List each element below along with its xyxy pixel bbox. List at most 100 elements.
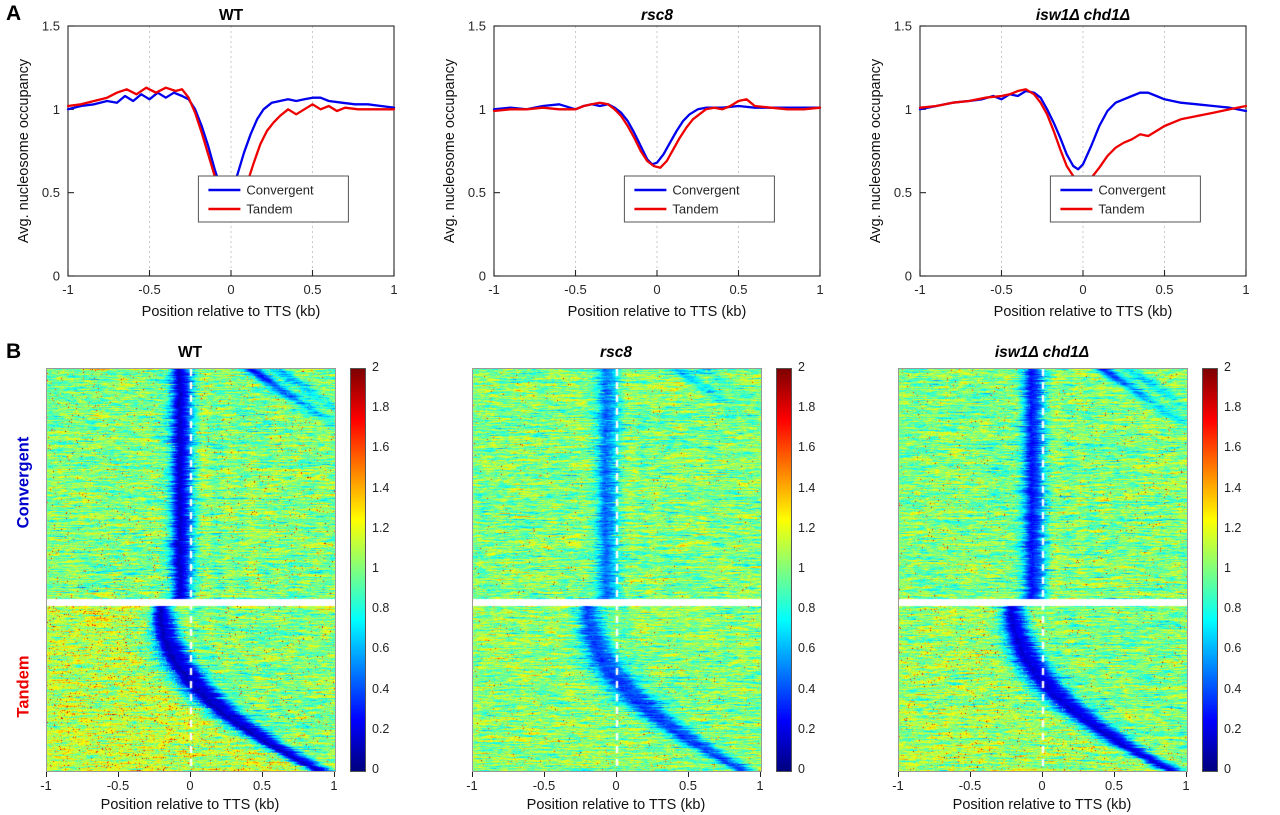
y-tick-label: 0.5 [468,185,486,200]
y-tick-label: 1 [479,102,486,117]
panel-a: A WT -1 -0.5 0 0.5 1 0 0.5 1 1.5 Position relativ… [0,0,1280,338]
x-axis-label: Position relative to TTS (kb) [568,304,747,320]
heatmap-canvas [472,368,762,772]
x-tick-label: -1 [40,778,52,793]
line-chart: -1 -0.5 0 0.5 1 0 0.5 1 1.5 Position relative to … [864,0,1264,335]
x-tick-label: 0 [1038,778,1046,793]
line-chart: -1 -0.5 0 0.5 1 0 0.5 1 1.5 Position relative to … [438,0,838,335]
x-tick-label: -0.5 [564,282,586,297]
y-tick-label: 1.5 [468,19,486,34]
x-tick-label: -1 [892,778,904,793]
y-tick-label: 1.5 [894,19,912,34]
colorbar-tick-label: 1 [372,561,379,575]
series-convergent [492,103,822,166]
x-tick-label: 1 [756,778,764,793]
legend-label: Tandem [672,202,718,217]
y-tick-label: 1 [905,102,912,117]
colorbar-tick-label: 0.8 [372,601,390,616]
line-chart-svg: -1 -0.5 0 0.5 1 0 0.5 1 1.5 Position relative to … [442,19,824,321]
x-axis-label: Position relative to TTS (kb) [100,797,280,813]
line-chart-svg: -1 -0.5 0 0.5 1 0 0.5 1 1.5 Position relative to … [868,19,1250,321]
panel-b: B WT Convergent Tandem -1 -0.5 0 0.5 1 Positi… [0,338,1280,815]
x-tick-label: 0 [186,778,194,793]
x-tick-label: -1 [62,282,74,297]
x-tick-label: 1 [1242,282,1249,297]
x-tick [1185,772,1187,777]
colorbar-canvas [350,368,366,772]
colorbar-tick-label: 0.4 [798,681,816,696]
y-tick-label: 0 [479,269,486,284]
colorbar-tick-label: 2 [798,360,805,374]
x-tick-label: 0.5 [678,778,698,793]
colorbar-tick-label: 1 [1224,561,1231,575]
x-tick [333,772,335,777]
x-tick-label: -1 [488,282,500,297]
line-chart-title: WT [218,7,244,24]
colorbar-tick-label: 0.8 [1224,601,1242,616]
colorbar-tick-label: 1.8 [372,400,390,415]
heatmap-column-isw1-chd1: isw1Δ chd1Δ -1 -0.5 0 0.5 1 Position relative… [852,338,1278,815]
y-axis-label: Avg. nucleosome occupancy [868,58,884,243]
legend-box [197,175,349,223]
line-chart: -1 -0.5 0 0.5 1 0 0.5 1 1.5 Position relative to … [12,0,412,335]
heatmap-title: isw1Δ chd1Δ [994,344,1090,361]
x-tick [543,772,545,777]
x-tick-label: 1 [330,778,338,793]
heatmap-column-rsc8: rsc8 -1 -0.5 0 0.5 1 Position relative to TTS… [426,338,852,815]
colorbar-tick-label: 1.2 [798,520,816,535]
row-label: Tandem [14,655,33,718]
heatmap-title: rsc8 [600,344,632,361]
panel-b-label: B [6,340,22,363]
x-tick [1113,772,1115,777]
x-tick [471,772,473,777]
colorbar-tick-label: 0.6 [1224,641,1242,656]
x-tick-label: 0 [227,282,234,297]
y-axis-label: Avg. nucleosome occupancy [442,58,458,243]
x-tick-label: -0.5 [958,778,982,793]
line-chart-title: isw1Δ chd1Δ [1035,7,1131,24]
x-tick-label: -0.5 [532,778,556,793]
x-tick-label: -1 [914,282,926,297]
colorbar-tick-label: 0.2 [372,721,390,736]
x-axis-label: Position relative to TTS (kb) [994,304,1173,320]
colorbar-tick-label: 1.6 [798,440,816,455]
colorbar-tick-label: 1.2 [372,520,390,535]
y-tick-label: 0 [53,269,60,284]
x-tick [45,772,47,777]
series-tandem [492,98,822,169]
heatmap-column-wt: WT Convergent Tandem -1 -0.5 0 0.5 1 Position… [0,338,426,815]
colorbar-tick-label: 0 [798,762,805,776]
colorbar-tick-label: 1 [798,561,805,575]
colorbar-tick-label: 0.4 [372,681,390,696]
colorbar-tick-label: 1.4 [798,480,816,495]
colorbar-tick-label: 0.2 [798,721,816,736]
x-tick-label: 0 [1079,282,1086,297]
colorbar-tick-label: 1.2 [1224,520,1242,535]
legend-label: Convergent [1098,183,1166,198]
x-axis-label: Position relative to TTS (kb) [526,797,706,813]
panel-a-label: A [6,2,22,25]
x-tick [687,772,689,777]
colorbar-canvas [776,368,792,772]
x-axis-label: Position relative to TTS (kb) [142,304,321,320]
x-tick [1041,772,1043,777]
x-tick [189,772,191,777]
x-tick [969,772,971,777]
colorbar-tick-label: 2 [1224,360,1231,374]
x-tick-label: 0.5 [1104,778,1124,793]
x-tick-label: -0.5 [990,282,1012,297]
colorbar-tick-label: 0.2 [1224,721,1242,736]
x-tick-label: 1 [816,282,823,297]
line-chart-title: rsc8 [641,7,673,24]
legend-box [623,175,775,223]
line-chart-column-wt: WT -1 -0.5 0 0.5 1 0 0.5 1 1.5 Position relative … [0,0,426,338]
series-convergent [918,89,1248,171]
colorbar-tick-label: 0.6 [798,641,816,656]
colorbar-canvas [1202,368,1218,772]
x-tick-label: -0.5 [106,778,130,793]
colorbar-tick-label: 2 [372,360,379,374]
line-chart-column-rsc8: rsc8 -1 -0.5 0 0.5 1 0 0.5 1 1.5 Position relativ… [426,0,852,338]
heatmap-canvas [898,368,1188,772]
y-axis-label: Avg. nucleosome occupancy [16,58,32,243]
x-tick-label: 0.5 [252,778,272,793]
